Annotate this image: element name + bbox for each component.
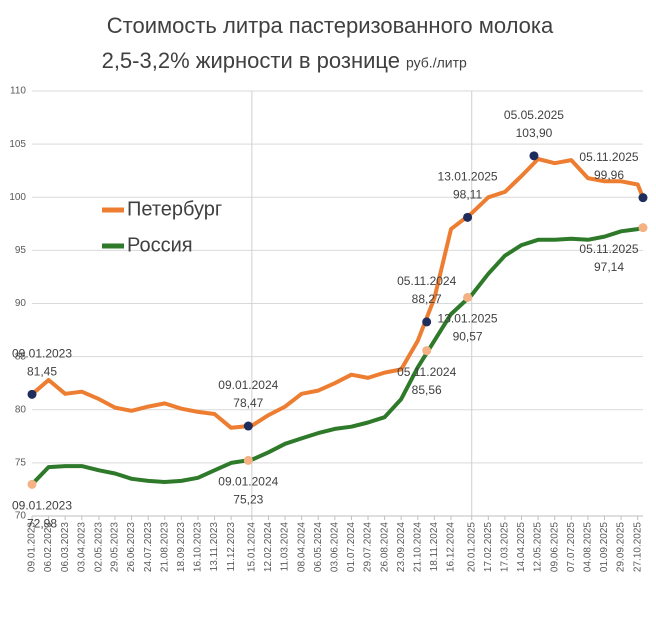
x-tick-label: 18.11.2024 xyxy=(429,522,440,572)
y-tick-label: 105 xyxy=(9,139,26,150)
y-tick-label: 70 xyxy=(15,511,27,522)
x-tick-label: 06.03.2023 xyxy=(60,522,71,572)
chart-subtitle: 2,5-3,2% жирности в рознице xyxy=(102,48,400,73)
x-tick-label: 21.08.2023 xyxy=(159,522,170,572)
x-tick-label: 12.05.2025 xyxy=(533,522,544,572)
annotation-date: 09.01.2024 xyxy=(218,475,278,489)
annotation-value: 103,90 xyxy=(516,126,553,140)
annotation-value: 75,23 xyxy=(233,493,263,507)
y-tick-label: 100 xyxy=(9,192,26,203)
annotation-date: 13.01.2025 xyxy=(438,170,498,184)
y-tick-label: 80 xyxy=(15,404,27,415)
x-tick-label: 11.12.2023 xyxy=(226,522,237,572)
x-tick-label: 23.09.2024 xyxy=(396,522,407,572)
x-tick-label: 26.06.2023 xyxy=(126,522,137,572)
x-tick-label: 06.05.2024 xyxy=(313,522,324,572)
chart-title: Стоимость литра пастеризованного молока xyxy=(107,13,554,38)
x-tick-label: 29.09.2025 xyxy=(616,522,627,572)
x-tick-label: 15.01.2024 xyxy=(247,522,258,572)
annotation-point xyxy=(529,151,539,161)
annotation-date: 13.01.2025 xyxy=(438,312,498,326)
annotation-point xyxy=(422,317,432,327)
annotation-date: 05.11.2024 xyxy=(397,274,456,288)
annotation-value: 72,98 xyxy=(27,517,57,531)
annotation-value: 90,57 xyxy=(453,330,483,344)
x-tick-label: 17.02.2025 xyxy=(483,522,494,572)
annotation-value: 88,27 xyxy=(412,292,442,306)
x-tick-label: 18.09.2023 xyxy=(176,522,187,572)
x-tick-label: 24.07.2023 xyxy=(143,522,154,572)
y-tick-label: 85 xyxy=(15,351,27,362)
annotation-value: 99,96 xyxy=(594,168,624,182)
x-tick-label: 29.05.2023 xyxy=(110,522,121,572)
x-tick-label: 08.04.2024 xyxy=(296,522,307,572)
x-tick-label: 16.12.2024 xyxy=(446,522,457,572)
x-tick-label: 26.08.2024 xyxy=(379,522,390,572)
annotation-date: 05.11.2025 xyxy=(579,242,638,256)
annotation-date: 05.05.2025 xyxy=(504,108,564,122)
y-tick-label: 90 xyxy=(15,298,27,309)
annotation-value: 85,56 xyxy=(412,383,442,397)
x-tick-label: 02.05.2023 xyxy=(94,522,105,572)
y-tick-label: 75 xyxy=(15,458,27,469)
x-tick-label: 14.04.2025 xyxy=(516,522,527,572)
annotation-point xyxy=(638,223,648,233)
annotation-date: 05.11.2024 xyxy=(397,365,456,379)
x-tick-label: 16.10.2023 xyxy=(193,522,204,572)
x-tick-label: 07.07.2025 xyxy=(566,522,577,572)
series-line xyxy=(30,157,645,430)
x-tick-label: 11.03.2024 xyxy=(280,522,291,572)
annotation-date: 09.01.2023 xyxy=(12,347,72,361)
chart-units: руб./литр xyxy=(406,55,467,71)
annotation-point xyxy=(638,193,648,203)
y-tick-label: 95 xyxy=(15,245,27,256)
annotation-value: 97,14 xyxy=(594,260,624,274)
x-tick-label: 09.01.2023 xyxy=(27,522,38,572)
x-tick-label: 29.07.2024 xyxy=(363,522,374,572)
annotation-point xyxy=(27,389,37,399)
x-tick-label: 09.06.2025 xyxy=(549,522,560,572)
x-tick-label: 17.03.2025 xyxy=(500,522,511,572)
x-tick-label: 20.01.2025 xyxy=(466,522,477,572)
annotation-point xyxy=(463,212,473,222)
x-tick-label: 21.10.2024 xyxy=(412,522,423,572)
series-line xyxy=(30,225,644,486)
annotation-date: 09.01.2024 xyxy=(218,378,278,392)
x-tick-label: 06.02.2023 xyxy=(43,522,54,572)
annotation-value: 81,45 xyxy=(27,365,57,379)
annotation-date: 05.11.2025 xyxy=(579,150,638,164)
annotation-point xyxy=(243,455,253,465)
x-tick-label: 03.04.2023 xyxy=(76,522,87,572)
annotation-point xyxy=(243,421,253,431)
annotation-point xyxy=(27,479,37,489)
x-tick-label: 01.07.2024 xyxy=(346,522,357,572)
x-tick-label: 13.11.2023 xyxy=(209,522,220,572)
x-tick-label: 12.02.2024 xyxy=(263,522,274,572)
annotation-date: 09.01.2023 xyxy=(12,499,72,513)
x-tick-label: 01.09.2025 xyxy=(599,522,610,572)
legend-label: Петербург xyxy=(127,198,222,220)
x-tick-label: 04.08.2025 xyxy=(583,522,594,572)
annotation-point xyxy=(422,346,432,356)
annotation-value: 78,47 xyxy=(233,396,263,410)
annotation-point xyxy=(463,292,473,302)
x-tick-label: 03.06.2024 xyxy=(329,522,340,572)
y-tick-label: 110 xyxy=(10,86,26,97)
annotation-value: 98,11 xyxy=(453,188,482,202)
legend-label: Россия xyxy=(127,234,193,256)
x-tick-label: 27.10.2025 xyxy=(632,522,643,572)
